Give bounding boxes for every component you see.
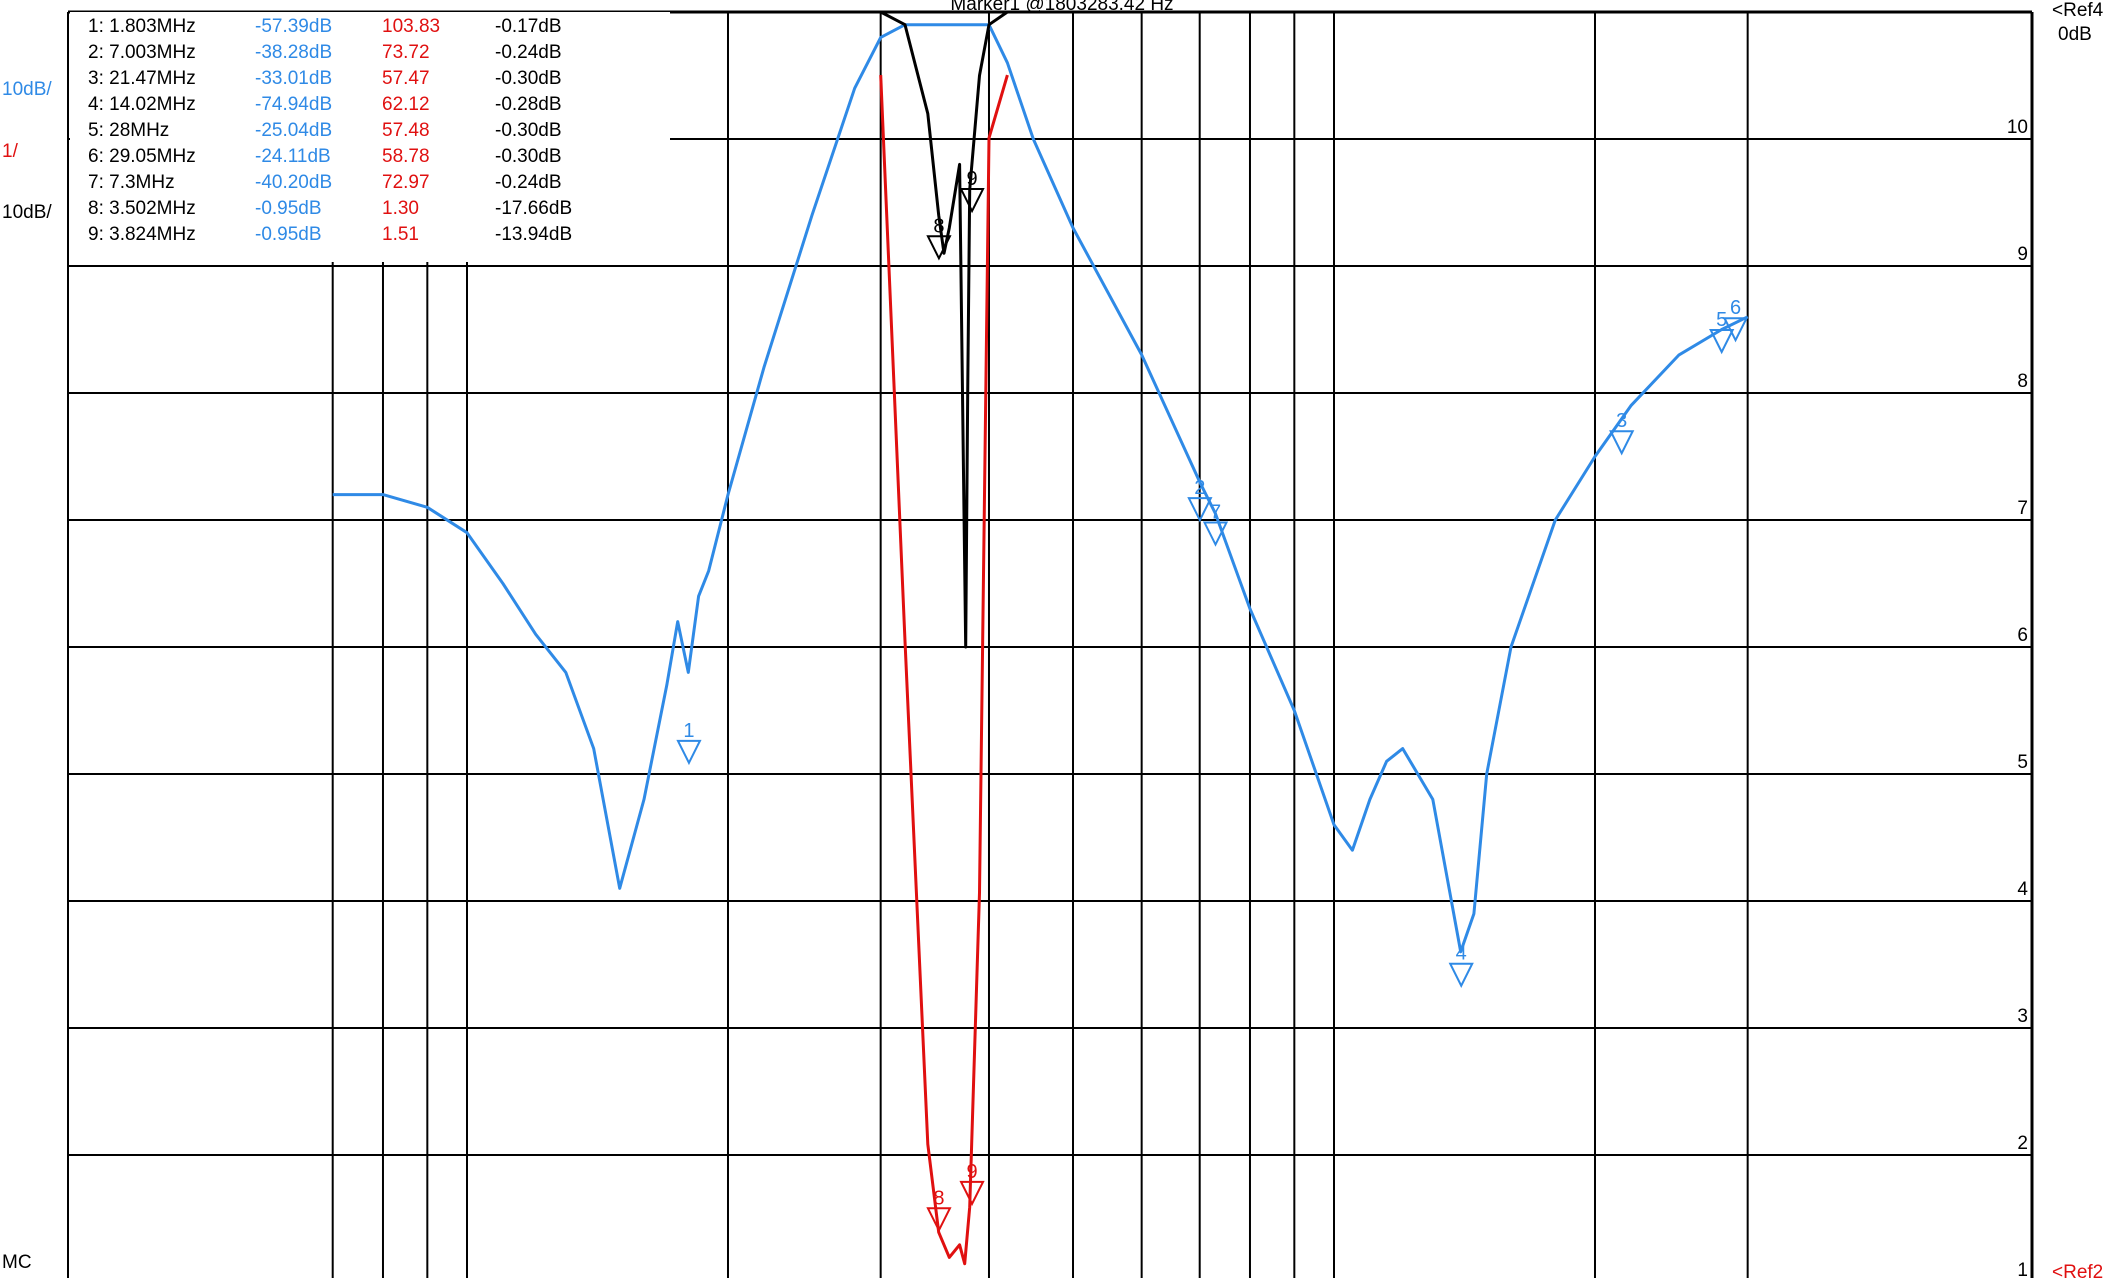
marker-triangle [959, 1180, 985, 1207]
marker-label: 1 [683, 720, 694, 742]
marker-table-cell: 4: 14.02MHz [88, 94, 196, 115]
marker-table-cell: -24.11dB [255, 146, 331, 167]
marker-table-cell: -74.94dB [255, 94, 332, 115]
marker-table-cell: 62.12 [382, 94, 430, 115]
marker-table-cell: -0.95dB [255, 224, 322, 245]
marker-table-cell: -0.30dB [495, 120, 562, 141]
ref-top-value: 0dB [2058, 24, 2092, 45]
y-tick-label: 7 [2017, 498, 2028, 519]
marker-table-cell: -33.01dB [255, 68, 332, 89]
marker-table-cell: -57.39dB [255, 16, 332, 37]
traces [332, 10, 1749, 1266]
marker-table-cell: -0.30dB [495, 146, 562, 167]
blue-trace [332, 23, 1749, 954]
y-tick-label: 4 [2017, 879, 2028, 900]
marker-triangle [1709, 329, 1735, 355]
red-trace [879, 74, 1009, 1266]
marker-table-cell: 72.97 [382, 172, 430, 193]
y-tick-label: 9 [2017, 244, 2028, 265]
marker-table-cell: -0.95dB [255, 198, 322, 219]
marker-table-cell: -17.66dB [495, 198, 572, 219]
marker-triangle [1448, 962, 1474, 988]
marker-label: 2 [1194, 477, 1205, 499]
marker-table-cell: 2: 7.003MHz [88, 42, 196, 63]
y-tick-labels: 10 9 8 7 6 5 4 3 2 1 [2007, 117, 2029, 1278]
marker-table-cell: -0.24dB [495, 172, 562, 193]
marker-table-cell: 58.78 [382, 146, 430, 167]
marker-1: 1 [676, 720, 702, 766]
marker-table-cell: 5: 28MHz [88, 120, 169, 141]
marker-label: 5 [1716, 309, 1727, 331]
marker-table-cell: 57.47 [382, 68, 430, 89]
y-tick-label: 1 [2017, 1260, 2028, 1278]
marker-table-cell: 103.83 [382, 16, 440, 37]
marker-7: 7 [1202, 502, 1229, 547]
marker-3: 3 [1609, 410, 1635, 456]
marker-triangle [1609, 430, 1635, 456]
marker-table-cell: -0.30dB [495, 68, 562, 89]
marker-table-cell: -13.94dB [495, 224, 572, 245]
marker-triangle [676, 739, 702, 766]
marker-2: 2 [1187, 477, 1213, 523]
marker-table-cell: -38.28dB [255, 42, 332, 63]
marker-triangle [926, 1207, 952, 1233]
marker-4: 4 [1448, 943, 1474, 988]
marker-triangle [926, 235, 952, 261]
y-tick-label: 10 [2007, 117, 2028, 138]
red-scale-label: 1/ [2, 141, 19, 162]
marker-8: 8 [926, 1187, 952, 1233]
marker-table-cell: -25.04dB [255, 120, 332, 141]
marker-table-cell: 57.48 [382, 120, 430, 141]
marker-table-cell: 8: 3.502MHz [88, 198, 196, 219]
marker-table-cell: 1: 1.803MHz [88, 16, 196, 37]
marker-table-cell: 73.72 [382, 42, 430, 63]
marker-table-cell: 9: 3.824MHz [88, 224, 196, 245]
y-tick-label: 5 [2017, 752, 2028, 773]
marker-triangle [1187, 497, 1213, 523]
marker-triangle [959, 188, 985, 214]
marker-label: 6 [1730, 297, 1741, 319]
marker-table-background [70, 12, 670, 262]
black-scale-label: 10dB/ [2, 202, 52, 223]
marker-table-cell: 6: 29.05MHz [88, 146, 196, 167]
ref-top-label: <Ref4 [2052, 0, 2104, 21]
y-tick-label: 8 [2017, 371, 2028, 392]
marker-label: 7 [1210, 502, 1221, 524]
marker-9: 9 [959, 1161, 985, 1207]
marker-label: 3 [1616, 410, 1627, 432]
black-trace [880, 10, 1009, 649]
marker-label: 9 [966, 1161, 977, 1183]
marker-readout: Marker1 @1803283.42 Hz [950, 0, 1173, 15]
marker-8: 8 [926, 215, 952, 261]
marker-label: 8 [933, 215, 944, 237]
ref-bottom-label: <Ref2 [2052, 1262, 2103, 1278]
marker-triangle [1202, 521, 1229, 547]
marker-label: 8 [933, 1187, 944, 1209]
y-tick-label: 6 [2017, 625, 2028, 646]
blue-scale-label: 10dB/ [2, 79, 52, 100]
marker-table-cell: -40.20dB [255, 172, 332, 193]
mode-label: MC [2, 1252, 32, 1273]
marker-table-cell: -0.28dB [495, 94, 562, 115]
y-tick-label: 3 [2017, 1006, 2028, 1027]
marker-table-cell: -0.24dB [495, 42, 562, 63]
marker-table: 1: 1.803MHz -57.39dB 103.83 -0.17dB 2: 7.003… [88, 16, 572, 245]
marker-triangle [1722, 317, 1749, 343]
marker-label: 4 [1456, 943, 1467, 965]
y-tick-label: 2 [2017, 1133, 2028, 1154]
marker-table-cell: 7: 7.3MHz [88, 172, 175, 193]
marker-table-cell: 1.51 [382, 224, 419, 245]
marker-table-cell: 1.30 [382, 198, 419, 219]
marker-label: 9 [966, 168, 977, 190]
marker-6: 6 [1722, 297, 1749, 343]
marker-table-cell: -0.17dB [495, 16, 562, 37]
marker-9: 9 [959, 168, 985, 214]
marker-table-cell: 3: 21.47MHz [88, 68, 196, 89]
marker-5: 5 [1709, 309, 1735, 355]
